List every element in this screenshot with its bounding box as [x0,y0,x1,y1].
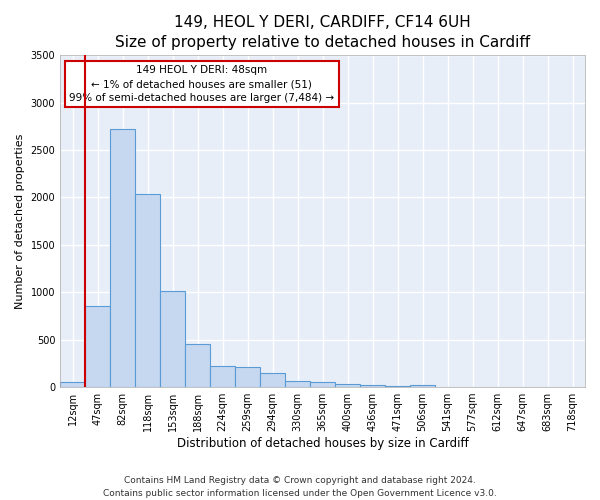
Bar [210,366,235,387]
X-axis label: Distribution of detached houses by size in Cardiff: Distribution of detached houses by size … [177,437,469,450]
Bar [360,385,385,387]
Bar [260,374,285,387]
Text: 149 HEOL Y DERI: 48sqm
← 1% of detached houses are smaller (51)
99% of semi-deta: 149 HEOL Y DERI: 48sqm ← 1% of detached … [70,65,334,103]
Bar [160,292,185,387]
Bar [135,194,160,387]
Bar [285,382,310,387]
Bar [110,129,135,387]
Bar [185,344,210,387]
Text: Contains HM Land Registry data © Crown copyright and database right 2024.
Contai: Contains HM Land Registry data © Crown c… [103,476,497,498]
Bar [335,384,360,387]
Bar [235,366,260,387]
Y-axis label: Number of detached properties: Number of detached properties [15,134,25,309]
Title: 149, HEOL Y DERI, CARDIFF, CF14 6UH
Size of property relative to detached houses: 149, HEOL Y DERI, CARDIFF, CF14 6UH Size… [115,15,530,50]
Bar [410,385,435,387]
Bar [385,386,410,387]
Bar [85,306,110,387]
Bar [60,382,85,387]
Bar [310,382,335,387]
